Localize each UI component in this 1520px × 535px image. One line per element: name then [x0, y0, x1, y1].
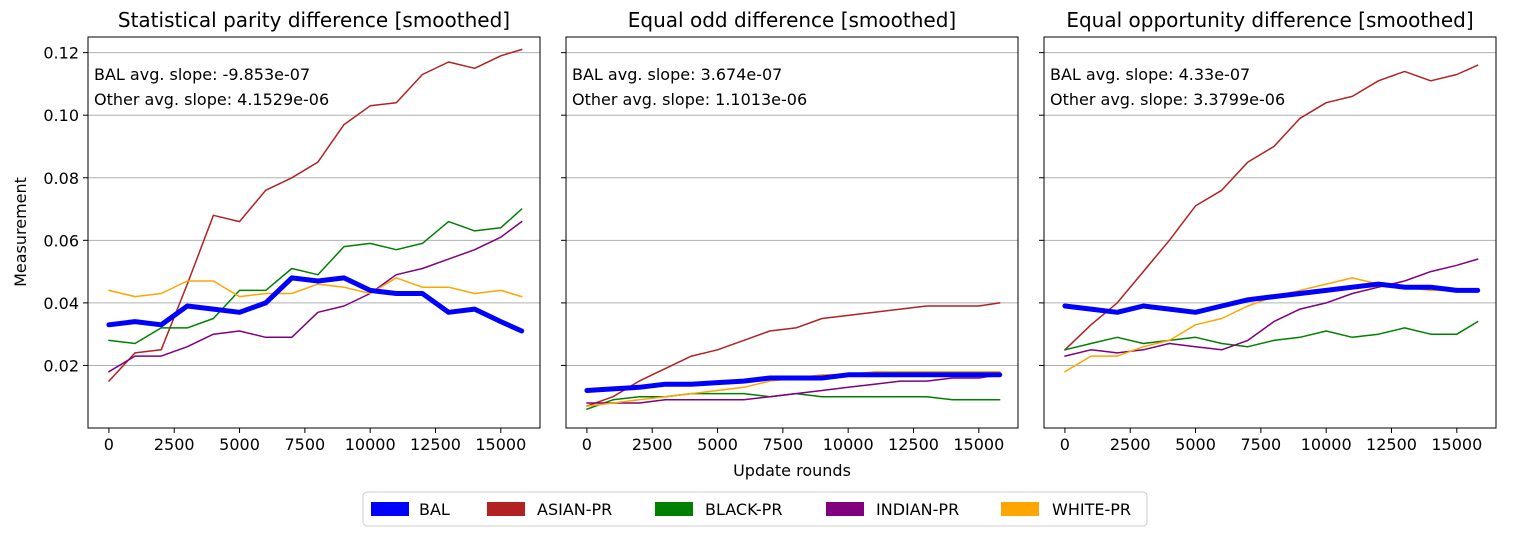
- x-tick-label: 5000: [219, 435, 260, 454]
- plot-frame: [87, 36, 541, 429]
- annotation-other-slope: Other avg. slope: 1.1013e-06: [572, 90, 807, 109]
- annotation-other-slope: Other avg. slope: 3.3799e-06: [1050, 90, 1285, 109]
- annotation-bal-slope: BAL avg. slope: 4.33e-07: [1050, 65, 1250, 84]
- y-axis-label: Measurement: [11, 177, 30, 287]
- x-tick-label: 7500: [762, 435, 803, 454]
- panel-title: Equal odd difference [smoothed]: [628, 8, 956, 32]
- series-line-bal: [106, 275, 525, 334]
- x-tick-label: 0: [104, 435, 114, 454]
- x-tick-label: 0: [582, 435, 592, 454]
- annotation-bal-slope: BAL avg. slope: 3.674e-07: [572, 65, 782, 84]
- series-line-indian-pr: [1064, 258, 1479, 357]
- legend-label-asian: ASIAN-PR: [537, 500, 612, 519]
- panel-1: 0 2500 5000 7500 10000 12500 15000 0.02 0.04 0.06…: [43, 8, 541, 454]
- x-tick-label: 12500: [888, 435, 939, 454]
- y-tick-label: 0.08: [43, 169, 79, 188]
- x-tick-label: 10000: [823, 435, 874, 454]
- panel-3: 0 2500 5000 7500 10000 12500 15000 Equal opport…: [1039, 8, 1497, 454]
- panel-title: Equal opportunity difference [smoothed]: [1066, 8, 1473, 32]
- series-line-black-pr: [1064, 320, 1479, 351]
- panels: 0 2500 5000 7500 10000 12500 15000 0.02 0.04 0.06…: [43, 8, 1497, 454]
- x-tick-label: 10000: [1301, 435, 1352, 454]
- panel-title: Statistical parity difference [smoothed]: [118, 8, 510, 32]
- x-tick-label: 15000: [475, 435, 526, 454]
- x-tick-label: 5000: [697, 435, 738, 454]
- legend-label-black: BLACK-PR: [705, 500, 782, 519]
- x-tick-label: 12500: [1366, 435, 1417, 454]
- x-tick-label: 2500: [632, 435, 673, 454]
- annotation-bal-slope: BAL avg. slope: -9.853e-07: [94, 65, 310, 84]
- series-line-black-pr: [108, 208, 523, 345]
- series-line-indian-pr: [108, 220, 523, 373]
- series-line-bal: [1062, 281, 1481, 315]
- legend-swatch-asian: [487, 502, 525, 516]
- series-line-asian-pr: [1064, 64, 1479, 351]
- legend-swatch-black: [655, 502, 693, 516]
- x-tick-label: 0: [1060, 435, 1070, 454]
- y-tick-label: 0.12: [43, 44, 79, 63]
- x-tick-label: 2500: [154, 435, 195, 454]
- y-tick-label: 0.10: [43, 106, 79, 125]
- legend-swatch-bal: [371, 502, 409, 516]
- legend-frame: [362, 491, 1148, 527]
- x-axis-label: Update rounds: [733, 461, 851, 480]
- x-tick-label: 2500: [1110, 435, 1151, 454]
- plot-frame: [1043, 36, 1497, 429]
- y-tick-label: 0.06: [43, 231, 79, 250]
- legend-label-bal: BAL: [419, 500, 450, 519]
- x-tick-label: 5000: [1175, 435, 1216, 454]
- plot-frame: [565, 36, 1019, 429]
- x-tick-label: 12500: [410, 435, 461, 454]
- legend-label-indian: INDIAN-PR: [876, 500, 959, 519]
- legend-label-white: WHITE-PR: [1052, 500, 1131, 519]
- legend-swatch-white: [1001, 502, 1039, 516]
- x-tick-label: 7500: [1240, 435, 1281, 454]
- x-tick-label: 15000: [1431, 435, 1482, 454]
- legend: BAL ASIAN-PR BLACK-PR INDIAN-PR WHITE-PR: [362, 491, 1148, 527]
- series-line-indian-pr: [586, 374, 1001, 404]
- series-line-asian-pr: [586, 302, 1001, 407]
- legend-swatch-indian: [826, 502, 864, 516]
- panel-2: 0 2500 5000 7500 10000 12500 15000 Equal odd di…: [561, 8, 1019, 454]
- series-line-white-pr: [108, 277, 523, 298]
- y-tick-label: 0.02: [43, 356, 79, 375]
- y-tick-label: 0.04: [43, 294, 79, 313]
- annotation-other-slope: Other avg. slope: 4.1529e-06: [94, 90, 329, 109]
- x-tick-label: 15000: [953, 435, 1004, 454]
- x-tick-label: 10000: [345, 435, 396, 454]
- x-tick-label: 7500: [284, 435, 325, 454]
- series-line-asian-pr: [108, 48, 523, 382]
- series-line-bal: [584, 372, 1003, 393]
